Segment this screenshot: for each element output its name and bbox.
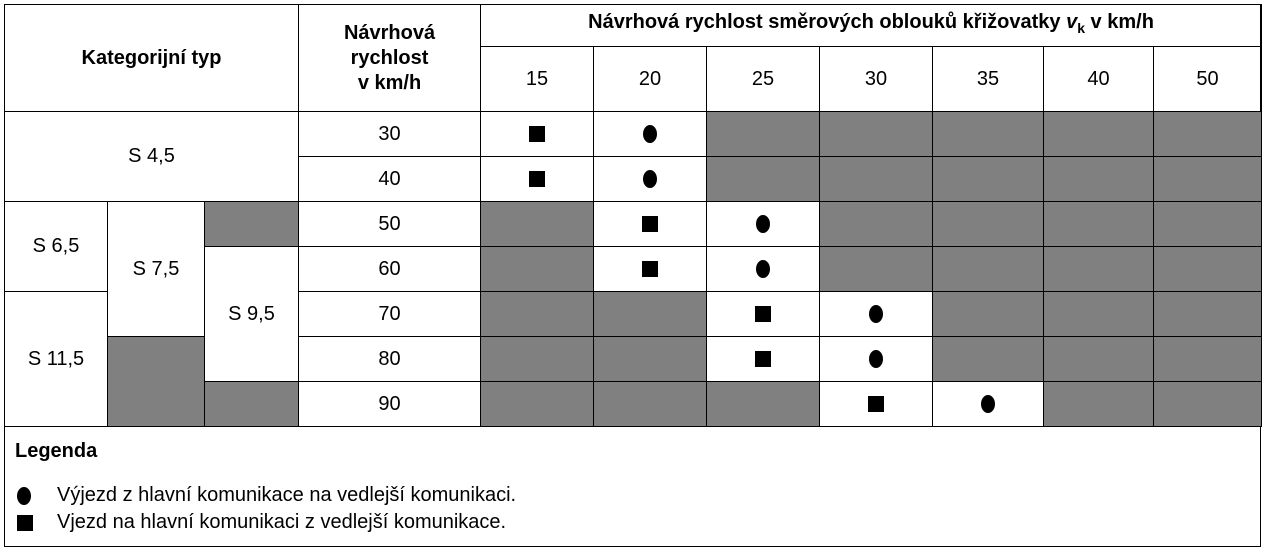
matrix-cell: [1043, 156, 1155, 202]
matrix-cell: [480, 381, 595, 427]
matrix-cell: [1153, 156, 1263, 202]
matrix-cell: [1153, 381, 1263, 427]
category-s65: S 6,5: [4, 201, 108, 292]
speed-table: Kategorijní typ Návrhová rychlost v km/h…: [3, 4, 1263, 427]
square-icon: [529, 171, 546, 188]
matrix-cell: [1043, 201, 1155, 247]
legend-square-text: Vjezd na hlavní komunikaci z vedlejší ko…: [57, 511, 507, 533]
matrix-cell: [932, 336, 1045, 382]
square-icon: [755, 306, 772, 323]
matrix-cell: [819, 111, 934, 157]
matrix-cell: [593, 246, 708, 292]
matrix-cell: [593, 156, 708, 202]
design-speed-cell: 40: [298, 156, 482, 202]
design-speed-cell: 70: [298, 291, 482, 337]
category-type-header: Kategorijní typ: [3, 4, 300, 112]
category-s95: S 9,5: [203, 246, 300, 382]
circle-icon: [981, 395, 996, 414]
matrix-cell: [819, 291, 934, 337]
circle-icon: [869, 350, 884, 369]
matrix-cell: [1153, 336, 1263, 382]
shaded-cell: [203, 201, 300, 247]
circle-icon: [643, 125, 658, 144]
category-s75: S 7,5: [107, 201, 205, 337]
matrix-cell: [1043, 381, 1155, 427]
square-icon: [755, 351, 772, 368]
square-icon: [529, 126, 546, 143]
matrix-cell: [1153, 111, 1263, 157]
square-icon: [642, 216, 659, 233]
matrix-cell: [706, 201, 821, 247]
circle-icon: [869, 305, 884, 324]
matrix-cell: [480, 336, 595, 382]
matrix-cell: [1153, 291, 1263, 337]
circle-icon: [643, 170, 658, 189]
speed-col-35: 35: [932, 46, 1045, 112]
matrix-cell: [593, 111, 708, 157]
circle-icon: [756, 260, 771, 279]
matrix-cell: [706, 291, 821, 337]
square-icon: [17, 514, 33, 531]
matrix-cell: [706, 111, 821, 157]
speed-col-40: 40: [1043, 46, 1155, 112]
shaded-cell: [203, 381, 300, 427]
matrix-cell: [932, 291, 1045, 337]
matrix-cell: [819, 156, 934, 202]
legend-square-row: Vjezd na hlavní komunikaci z vedlejší ko…: [17, 511, 506, 534]
matrix-cell: [932, 111, 1045, 157]
design-speed-cell: 50: [298, 201, 482, 247]
circle-icon: [17, 486, 31, 505]
legend: Legenda Výjezd z hlavní komunikace na ve…: [5, 427, 1255, 545]
design-speed-header: Návrhová rychlost v km/h: [298, 4, 482, 112]
matrix-cell: [593, 291, 708, 337]
matrix-cell: [1043, 246, 1155, 292]
matrix-cell: [593, 336, 708, 382]
matrix-cell: [706, 336, 821, 382]
matrix-cell: [706, 381, 821, 427]
category-s45: S 4,5: [3, 111, 300, 202]
design-speed-cell: 90: [298, 381, 482, 427]
category-s115: S 11,5: [4, 291, 108, 427]
speed-col-50: 50: [1153, 46, 1263, 112]
matrix-cell: [819, 381, 934, 427]
legend-circle-row: Výjezd z hlavní komunikace na vedlejší k…: [17, 484, 516, 507]
matrix-cell: [593, 201, 708, 247]
matrix-cell: [932, 381, 1045, 427]
square-icon: [642, 261, 659, 278]
matrix-cell: [706, 156, 821, 202]
matrix-cell: [932, 246, 1045, 292]
square-icon: [868, 396, 885, 413]
speed-col-20: 20: [593, 46, 708, 112]
matrix-cell: [480, 291, 595, 337]
matrix-cell: [480, 156, 595, 202]
design-speed-cell: 30: [298, 111, 482, 157]
matrix-cell: [480, 201, 595, 247]
design-speed-cell: 60: [298, 246, 482, 292]
legend-circle-text: Výjezd z hlavní komunikace na vedlejší k…: [57, 484, 517, 506]
matrix-cell: [706, 246, 821, 292]
shaded-cell: [107, 336, 205, 427]
speed-col-15: 15: [480, 46, 595, 112]
matrix-cell: [1153, 246, 1263, 292]
matrix-cell: [819, 246, 934, 292]
speed-col-25: 25: [706, 46, 821, 112]
matrix-cell: [1043, 111, 1155, 157]
matrix-cell: [932, 201, 1045, 247]
matrix-cell: [593, 381, 708, 427]
matrix-cell: [480, 246, 595, 292]
matrix-cell: [932, 156, 1045, 202]
speed-col-30: 30: [819, 46, 934, 112]
matrix-cell: [1043, 336, 1155, 382]
curve-speed-header: Návrhová rychlost směrových oblouků křiž…: [480, 4, 1263, 47]
legend-title: Legenda: [15, 440, 98, 462]
matrix-cell: [1043, 291, 1155, 337]
matrix-cell: [1153, 201, 1263, 247]
design-speed-cell: 80: [298, 336, 482, 382]
matrix-cell: [480, 111, 595, 157]
circle-icon: [756, 215, 771, 234]
matrix-cell: [819, 201, 934, 247]
matrix-cell: [819, 336, 934, 382]
